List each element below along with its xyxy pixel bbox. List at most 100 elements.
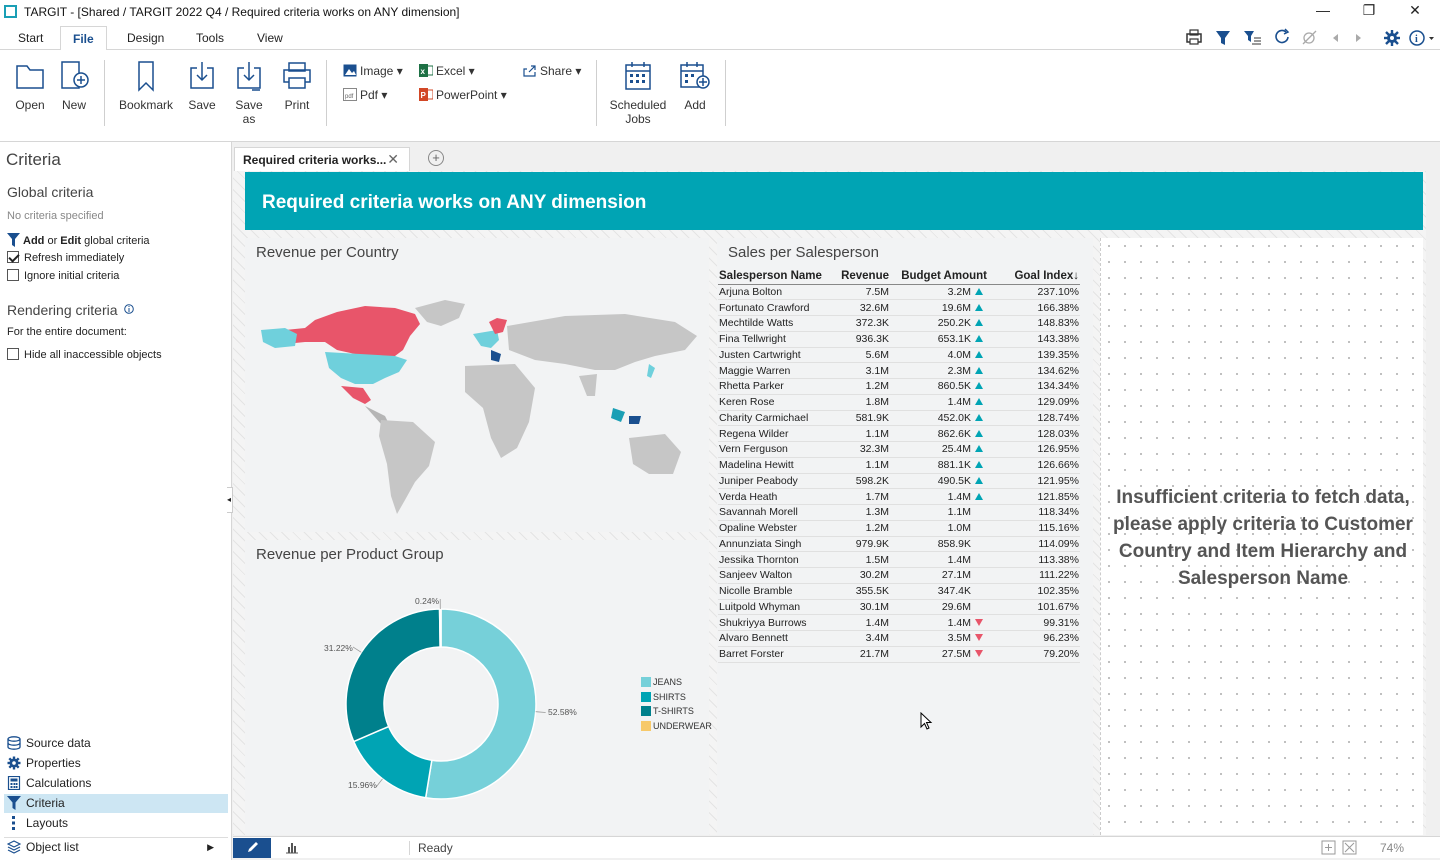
- fit-page-icon[interactable]: [1343, 841, 1356, 854]
- column-header-goal-index[interactable]: Goal Index↓: [988, 268, 1080, 284]
- print-button[interactable]: Print: [280, 60, 314, 112]
- column-header-budget[interactable]: Budget Amount: [890, 268, 988, 284]
- legend-item[interactable]: UNDERWEAR: [641, 720, 712, 735]
- minimize-button[interactable]: —: [1308, 2, 1338, 18]
- filter-icon[interactable]: [1216, 31, 1230, 45]
- refresh-icon[interactable]: [1276, 29, 1288, 42]
- info-icon[interactable]: [124, 304, 134, 314]
- printer-icon[interactable]: [1187, 30, 1201, 44]
- tab-start[interactable]: Start: [6, 26, 55, 50]
- column-header-salesperson[interactable]: Salesperson Name: [718, 268, 832, 284]
- sidebar-item-properties[interactable]: Properties: [4, 754, 228, 773]
- tab-tools[interactable]: Tools: [184, 26, 236, 50]
- checkbox-unchecked[interactable]: [7, 348, 19, 360]
- bookmark-button[interactable]: Bookmark: [118, 60, 174, 112]
- save-as-button[interactable]: Save as: [228, 60, 270, 126]
- close-button[interactable]: ✕: [1400, 2, 1430, 19]
- donut-chart[interactable]: [245, 540, 709, 835]
- donut-slice-t-shirts[interactable]: [346, 609, 440, 741]
- italy-shape[interactable]: [491, 350, 501, 362]
- sidebar-item-object-list[interactable]: Object list ▶: [4, 837, 228, 856]
- donut-slice-underwear[interactable]: [440, 609, 441, 647]
- refresh-immediately-checkbox[interactable]: Refresh immediately: [7, 251, 124, 264]
- africa-shape[interactable]: [465, 364, 535, 458]
- add-schedule-button[interactable]: Add: [678, 60, 712, 112]
- fit-width-icon[interactable]: [1322, 841, 1335, 854]
- india-shape[interactable]: [579, 374, 597, 396]
- malaysia-shape[interactable]: [611, 408, 625, 422]
- tab-file[interactable]: File: [60, 26, 107, 51]
- sidebar-item-criteria[interactable]: Criteria: [4, 794, 228, 813]
- scheduled-jobs-button[interactable]: Scheduled Jobs: [608, 60, 668, 126]
- sidebar-item-layouts[interactable]: Layouts: [4, 814, 228, 833]
- info-icon[interactable]: i: [1410, 31, 1434, 45]
- column-header-revenue[interactable]: Revenue: [832, 268, 890, 284]
- sales-table[interactable]: Salesperson Name Revenue Budget Amount G…: [718, 268, 1080, 663]
- asia-shape[interactable]: [507, 314, 697, 370]
- expand-arrow-icon[interactable]: ▶: [207, 838, 214, 857]
- ignore-initial-criteria-checkbox[interactable]: Ignore initial criteria: [7, 269, 119, 282]
- legend-item[interactable]: JEANS: [641, 676, 712, 691]
- save-button[interactable]: Save: [186, 60, 218, 112]
- add-link-text[interactable]: Add: [23, 235, 44, 247]
- legend-item[interactable]: SHIRTS: [641, 691, 712, 706]
- checkbox-unchecked[interactable]: [7, 269, 19, 281]
- open-button[interactable]: Open: [12, 60, 48, 112]
- tab-design[interactable]: Design: [115, 26, 176, 50]
- zoom-level[interactable]: 74%: [1380, 841, 1404, 855]
- vertical-scrollbar[interactable]: [1426, 171, 1436, 835]
- share-button[interactable]: Share ▾: [523, 64, 581, 78]
- filter-list-icon[interactable]: [1244, 31, 1261, 44]
- world-map[interactable]: [245, 238, 709, 532]
- donut-panel[interactable]: Revenue per Product Group 0.24% 31.22% 5…: [245, 540, 709, 835]
- close-tab-icon[interactable]: ✕: [387, 151, 399, 168]
- checkbox-checked[interactable]: [7, 251, 19, 263]
- restore-button[interactable]: ❐: [1354, 2, 1384, 19]
- usa-shape[interactable]: [325, 352, 407, 384]
- legend-item[interactable]: T-SHIRTS: [641, 705, 712, 720]
- add-edit-global-criteria-link[interactable]: Add or Edit global criteria: [7, 233, 150, 247]
- australia-shape[interactable]: [629, 434, 681, 474]
- japan-shape[interactable]: [647, 364, 655, 378]
- hide-inaccessible-checkbox[interactable]: Hide all inaccessible objects: [7, 348, 162, 361]
- tab-view[interactable]: View: [245, 26, 295, 50]
- new-button[interactable]: New: [58, 60, 90, 112]
- settings-gear-icon[interactable]: [1384, 30, 1400, 46]
- map-panel[interactable]: Revenue per Country: [245, 238, 709, 532]
- edit-link-text[interactable]: Edit: [60, 235, 81, 247]
- mexico-shape[interactable]: [341, 386, 371, 404]
- greenland-shape[interactable]: [415, 300, 465, 326]
- sidebar-collapse-handle[interactable]: ◂: [227, 487, 233, 513]
- view-mode-button[interactable]: [273, 838, 311, 858]
- add-tab-button[interactable]: +: [428, 150, 444, 166]
- document-tab[interactable]: Required criteria works... ✕: [234, 147, 410, 171]
- export-image-button[interactable]: Image ▾: [343, 64, 403, 78]
- sidebar-item-calculations[interactable]: Calculations: [4, 774, 228, 793]
- indonesia-shape[interactable]: [629, 416, 641, 424]
